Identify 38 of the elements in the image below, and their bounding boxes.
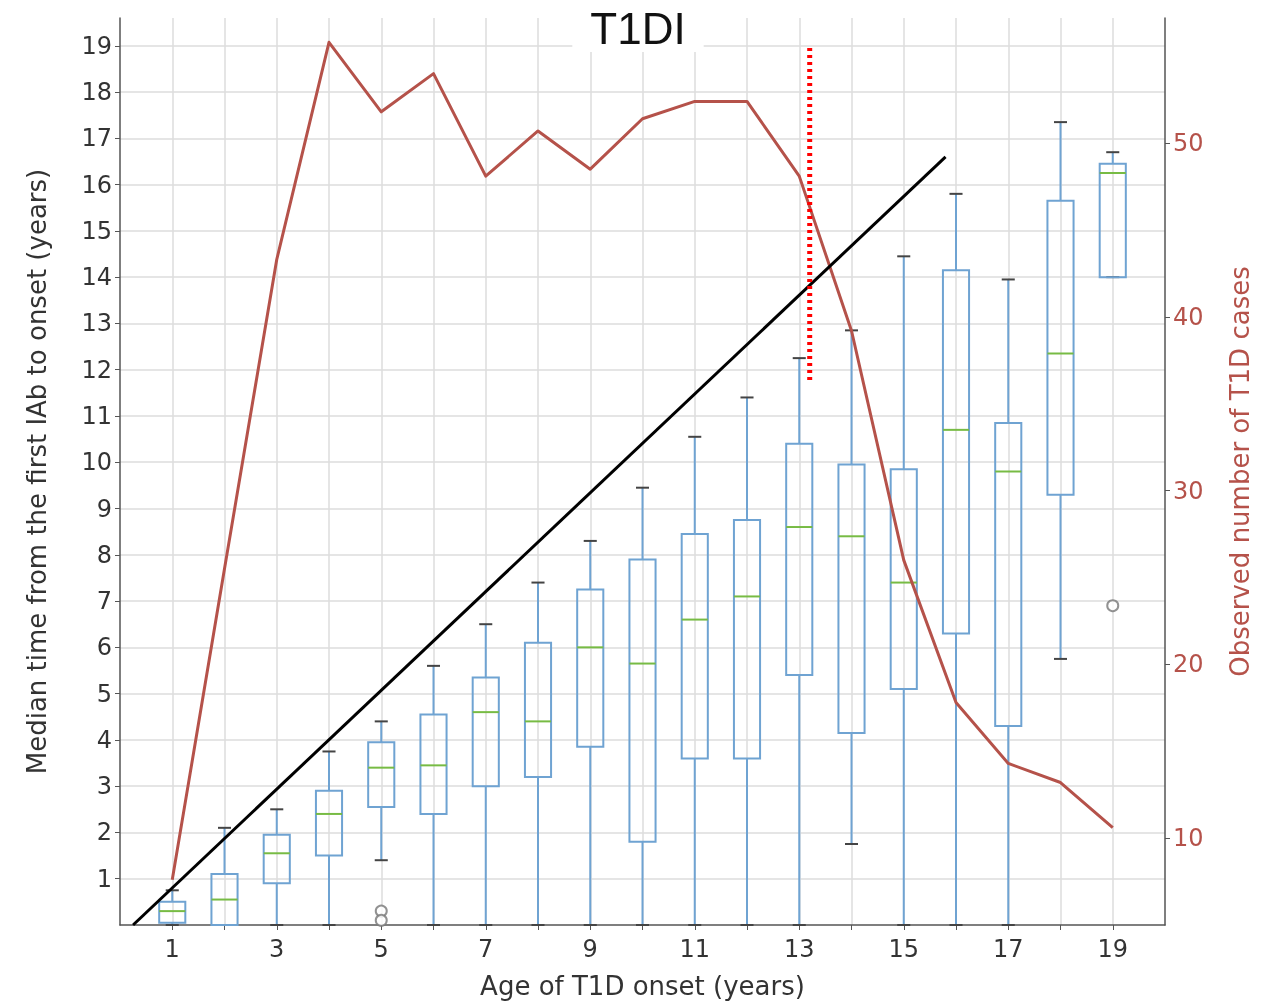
x-tick-label: 15 <box>888 935 920 963</box>
y-tick-label: 17 <box>81 124 112 153</box>
y2-tick-label: 40 <box>1173 302 1204 331</box>
y2-tick-label: 20 <box>1173 650 1204 679</box>
y-tick-label: 18 <box>81 78 112 107</box>
y-tick-label: 13 <box>81 309 112 338</box>
y-tick-label: 16 <box>81 170 112 199</box>
x-axis-title: Age of T1D onset (years) <box>480 971 805 1001</box>
chart-title: T1DI <box>590 3 686 53</box>
y-axis-title: Median time from the first IAb to onset (years) <box>22 168 52 775</box>
y-tick-label: 15 <box>81 216 112 245</box>
x-tick-label: 5 <box>373 935 389 963</box>
y-tick-label: 19 <box>81 31 112 60</box>
x-tick-label: 17 <box>992 935 1024 963</box>
y2-axis-title: Observed number of T1D cases <box>1225 266 1255 677</box>
x-tick-label: 13 <box>783 935 815 963</box>
x-tick-label: 7 <box>478 935 494 963</box>
y-tick-label: 2 <box>96 818 112 847</box>
y-tick-label: 5 <box>96 679 112 708</box>
x-tick-label: 11 <box>679 935 711 963</box>
y-tick-label: 10 <box>81 448 112 477</box>
x-tick-label: 9 <box>582 935 598 963</box>
y2-tick-label: 50 <box>1173 129 1204 158</box>
y2-tick-label: 30 <box>1173 476 1204 505</box>
y-tick-label: 4 <box>96 725 112 754</box>
y2-tick-label: 10 <box>1173 824 1204 853</box>
y-tick-label: 6 <box>96 633 112 662</box>
x-tick-label: 19 <box>1097 935 1129 963</box>
y-tick-label: 11 <box>81 401 112 430</box>
y-tick-label: 3 <box>96 772 112 801</box>
y-tick-label: 1 <box>96 864 112 893</box>
y-tick-label: 12 <box>81 355 112 384</box>
y-tick-label: 14 <box>81 263 112 292</box>
y-tick-label: 9 <box>96 494 112 523</box>
y-tick-label: 7 <box>96 587 112 616</box>
x-tick-label: 1 <box>164 935 180 963</box>
y-tick-label: 8 <box>96 540 112 569</box>
x-tick-label: 3 <box>269 935 285 963</box>
